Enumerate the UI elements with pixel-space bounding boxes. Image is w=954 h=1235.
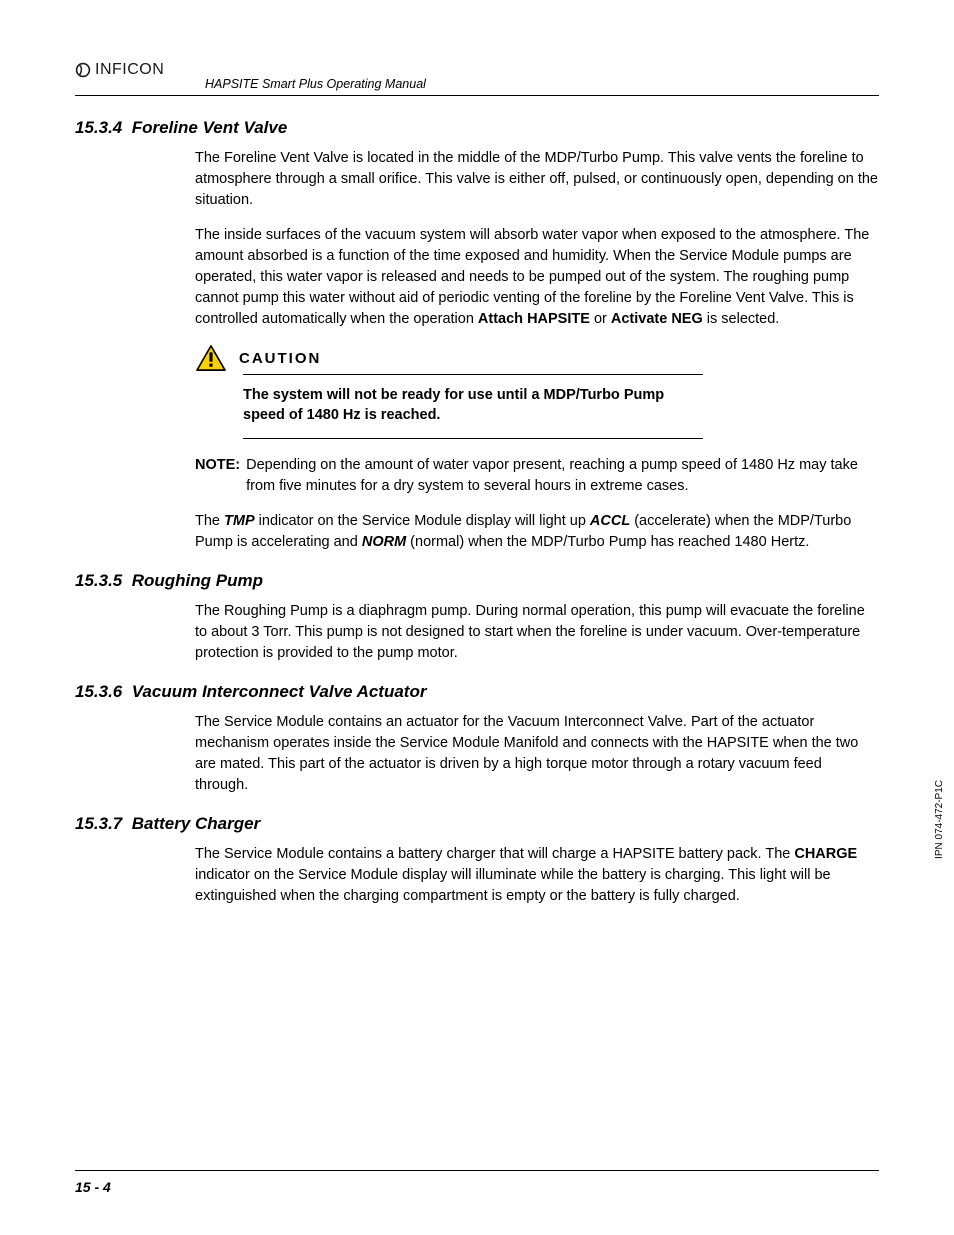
caution-rule-top xyxy=(243,374,703,375)
company-logo: INFICON xyxy=(75,61,164,79)
section-title: Vacuum Interconnect Valve Actuator xyxy=(132,682,427,701)
section-number: 15.3.6 xyxy=(75,682,122,701)
note-label: NOTE: xyxy=(195,455,240,497)
page-header: INFICON HAPSITE Smart Plus Operating Man… xyxy=(75,55,879,96)
paragraph: The Service Module contains an actuator … xyxy=(195,712,879,796)
section-1-body: The Foreline Vent Valve is located in th… xyxy=(195,148,879,330)
page-number: 15 - 4 xyxy=(75,1179,879,1195)
caution-block: CAUTION The system will not be ready for… xyxy=(195,344,879,439)
paragraph: The TMP indicator on the Service Module … xyxy=(195,511,879,553)
section-number: 15.3.5 xyxy=(75,571,122,590)
paragraph: The Foreline Vent Valve is located in th… xyxy=(195,148,879,211)
caution-label: CAUTION xyxy=(239,350,321,367)
ipn-code: IPN 074-472-P1C xyxy=(934,780,945,859)
caution-header: CAUTION xyxy=(195,344,879,372)
note-body: Depending on the amount of water vapor p… xyxy=(246,455,879,497)
page-container: INFICON HAPSITE Smart Plus Operating Man… xyxy=(0,0,954,1235)
section-number: 15.3.4 xyxy=(75,118,122,137)
logo-text: INFICON xyxy=(95,61,164,79)
section-heading-1: 15.3.4 Foreline Vent Valve xyxy=(75,118,879,138)
section-1-body-2: The TMP indicator on the Service Module … xyxy=(195,511,879,553)
section-heading-4: 15.3.7 Battery Charger xyxy=(75,814,879,834)
caution-body-text: The system will not be ready for use unt… xyxy=(243,385,683,426)
section-title: Battery Charger xyxy=(132,814,261,833)
caution-triangle-icon xyxy=(195,344,227,372)
paragraph: The Service Module contains a battery ch… xyxy=(195,844,879,907)
logo-icon xyxy=(75,62,91,78)
section-number: 15.3.7 xyxy=(75,814,122,833)
caution-rule-bottom xyxy=(243,438,703,439)
section-heading-2: 15.3.5 Roughing Pump xyxy=(75,571,879,591)
section-4-body: The Service Module contains a battery ch… xyxy=(195,844,879,907)
note-block: NOTE: Depending on the amount of water v… xyxy=(195,455,879,497)
section-title: Foreline Vent Valve xyxy=(132,118,288,137)
section-2-body: The Roughing Pump is a diaphragm pump. D… xyxy=(195,601,879,664)
page-footer: 15 - 4 xyxy=(75,1170,879,1195)
paragraph: The Roughing Pump is a diaphragm pump. D… xyxy=(195,601,879,664)
section-title: Roughing Pump xyxy=(132,571,263,590)
paragraph: The inside surfaces of the vacuum system… xyxy=(195,225,879,330)
section-3-body: The Service Module contains an actuator … xyxy=(195,712,879,796)
footer-rule xyxy=(75,1170,879,1171)
manual-title: HAPSITE Smart Plus Operating Manual xyxy=(205,77,426,91)
section-heading-3: 15.3.6 Vacuum Interconnect Valve Actuato… xyxy=(75,682,879,702)
